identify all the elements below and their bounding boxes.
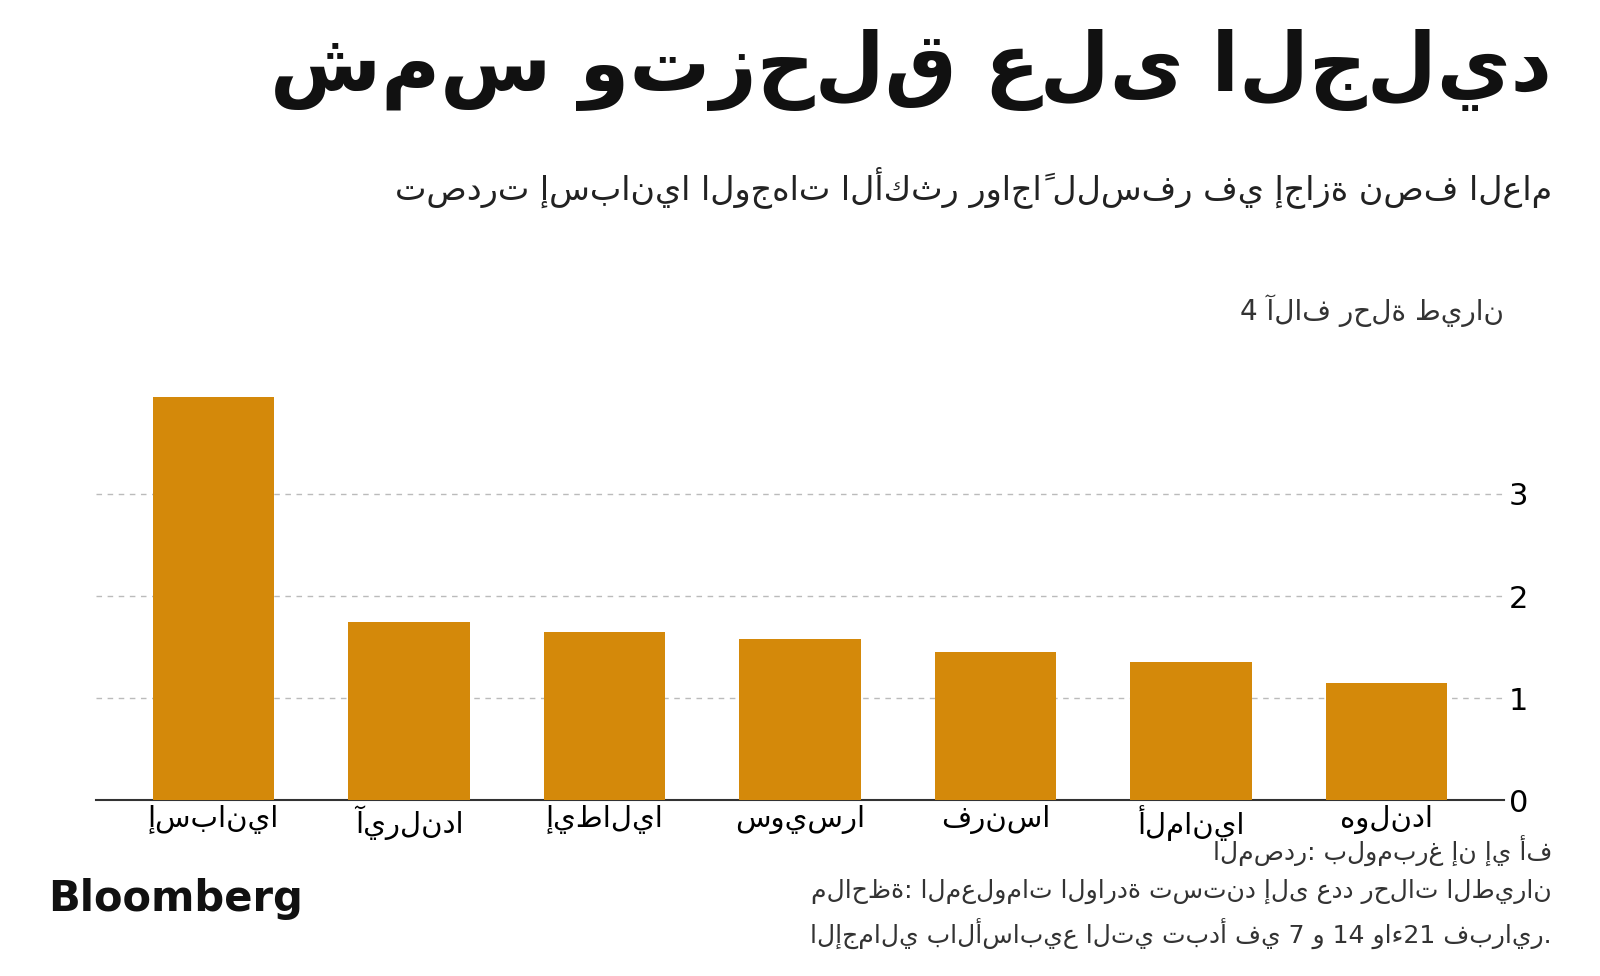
Text: 4 آلاف رحلة طيران: 4 آلاف رحلة طيران: [1240, 294, 1504, 327]
Text: الإجمالي بالأسابيع التي تبدأ في 7 و 14 واء21 فبراير.: الإجمالي بالأسابيع التي تبدأ في 7 و 14 و…: [810, 917, 1552, 949]
Text: تصدرت إسبانيا الوجهات الأكثر رواجاً للسفر في إجازة نصف العام: تصدرت إسبانيا الوجهات الأكثر رواجاً للسف…: [395, 166, 1552, 208]
Bar: [934, 652, 1056, 800]
Text: المصدر: بلومبرغ إن إي أف: المصدر: بلومبرغ إن إي أف: [1213, 834, 1552, 866]
Bar: [544, 631, 666, 800]
Text: شمس وتزحلق على الجليد: شمس وتزحلق على الجليد: [270, 29, 1552, 111]
Bar: [739, 639, 861, 800]
Text: Bloomberg: Bloomberg: [48, 878, 302, 920]
Bar: [349, 622, 469, 800]
Text: ملاحظة: المعلومات الواردة تستند إلى عدد رحلات الطيران: ملاحظة: المعلومات الواردة تستند إلى عدد …: [811, 878, 1552, 904]
Bar: [152, 397, 274, 800]
Bar: [1131, 663, 1251, 800]
Bar: [1326, 683, 1448, 800]
